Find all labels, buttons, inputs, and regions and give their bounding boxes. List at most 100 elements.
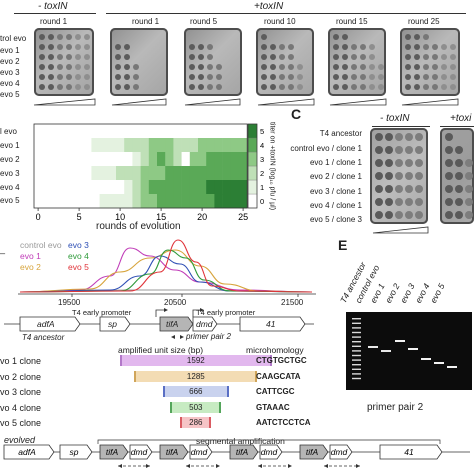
plaque-spot xyxy=(279,44,285,50)
plaque-spot xyxy=(342,74,348,80)
heat-cell xyxy=(91,194,100,209)
plaque-spot xyxy=(423,64,429,70)
plaque-spot xyxy=(84,34,90,40)
heat-cell xyxy=(107,180,117,195)
heat-row-label-3: evo 3 xyxy=(0,169,20,178)
plaque-spot xyxy=(66,64,72,70)
plaque-spot xyxy=(445,211,453,219)
plaque-spot xyxy=(414,34,420,40)
plaque-spot xyxy=(455,211,463,219)
plaque-spot xyxy=(189,44,195,50)
plaque-spot xyxy=(342,34,348,40)
plaque-spot xyxy=(115,54,121,60)
plaque-spot xyxy=(423,84,429,90)
plaque-spot xyxy=(39,64,45,70)
plaque-spot xyxy=(385,198,393,206)
segmental-label: segmental amplification xyxy=(196,436,285,446)
plaque-spot xyxy=(351,44,357,50)
heat-cell xyxy=(198,124,207,139)
heat-cell xyxy=(50,124,59,139)
heat-cell xyxy=(83,180,92,195)
heat-cell xyxy=(157,194,166,209)
plaque-spot xyxy=(66,84,72,90)
evolved-gene-label: tifA xyxy=(166,447,179,457)
plaque-spot xyxy=(75,74,81,80)
plaque-spot xyxy=(385,185,393,193)
evolved-gene-label: adfA xyxy=(18,447,36,457)
minus-toxin-line xyxy=(14,13,96,14)
heat-cell xyxy=(132,180,141,195)
heat-cell xyxy=(173,180,182,195)
plaque-spot xyxy=(198,54,204,60)
plaque-spot xyxy=(445,159,453,167)
heat-cell xyxy=(99,194,109,209)
plaque-spot xyxy=(395,133,403,141)
heat-cell xyxy=(66,138,76,153)
heat-cell xyxy=(124,124,133,139)
heat-cell xyxy=(181,152,191,167)
colorbar-step xyxy=(247,193,258,209)
plaque-spot xyxy=(369,54,375,60)
plaque-spot xyxy=(270,74,276,80)
plaque-spot xyxy=(333,34,339,40)
panel-c-minus-line xyxy=(372,126,430,127)
plaque-spot xyxy=(207,54,213,60)
plaque-spot xyxy=(115,84,121,90)
heat-cell xyxy=(83,138,92,153)
heat-cell xyxy=(116,194,125,209)
evolved-gene-box xyxy=(379,444,443,460)
plaque-spot xyxy=(369,74,375,80)
heat-xlabel: rounds of evolution xyxy=(96,221,181,232)
evolved-gene-box xyxy=(159,444,189,460)
plaque-spot xyxy=(198,74,204,80)
heat-cell xyxy=(99,124,109,139)
evolved-gene-box xyxy=(129,444,153,460)
coverage-curve xyxy=(19,249,313,293)
t4-ancestor-map-label: T4 ancestor xyxy=(22,333,65,342)
minus-toxin-header: - toxIN xyxy=(38,1,68,12)
round-label-5: round 25 xyxy=(408,17,440,26)
heat-x-tick-label: 5 xyxy=(77,212,82,222)
plaque-spot xyxy=(405,146,413,154)
heat-cell xyxy=(148,138,158,153)
gel-band xyxy=(408,348,418,350)
heat-cell xyxy=(173,124,182,139)
plaque-spot xyxy=(207,64,213,70)
evolved-gene-label: sp xyxy=(70,447,79,457)
heat-cell xyxy=(157,138,166,153)
heat-cell xyxy=(198,152,207,167)
panel-c-plate-1 xyxy=(440,128,474,224)
plate-a-3 xyxy=(256,28,314,96)
heat-cell xyxy=(230,180,240,195)
plaque-spot xyxy=(279,74,285,80)
heat-row-label-1: evo 1 xyxy=(0,141,20,150)
panel-c-plus-line xyxy=(440,126,474,127)
ladder-band xyxy=(352,327,361,329)
colorbar-tick: 0 xyxy=(260,197,264,206)
colorbar-step xyxy=(247,137,258,153)
heat-cell xyxy=(99,166,109,181)
heat-cell xyxy=(42,180,51,195)
heat-cell xyxy=(222,166,232,181)
round-label-4: round 15 xyxy=(336,17,368,26)
amplified-unit-bar: 666 xyxy=(162,386,229,397)
heat-cell xyxy=(189,138,199,153)
ladder-band xyxy=(352,377,361,380)
plaque-spot xyxy=(441,44,447,50)
heat-cell xyxy=(107,194,117,209)
x-tick-21500: 21500 xyxy=(281,298,304,307)
plaque-spot xyxy=(57,84,63,90)
evolved-gene-label: 41 xyxy=(404,447,414,457)
plaque-spot xyxy=(369,64,375,70)
coverage-curve xyxy=(19,247,313,293)
heat-cell xyxy=(148,180,158,195)
plate-row-label-5: evo 5 xyxy=(0,90,20,99)
heat-cell xyxy=(189,180,199,195)
round-label-1: round 1 xyxy=(132,17,160,26)
heat-cell xyxy=(173,138,182,153)
ladder-band xyxy=(352,368,361,370)
primer-arrow xyxy=(288,464,292,468)
coverage-plot xyxy=(18,239,316,297)
plaque-spot xyxy=(57,34,63,40)
ladder-band xyxy=(352,341,361,343)
